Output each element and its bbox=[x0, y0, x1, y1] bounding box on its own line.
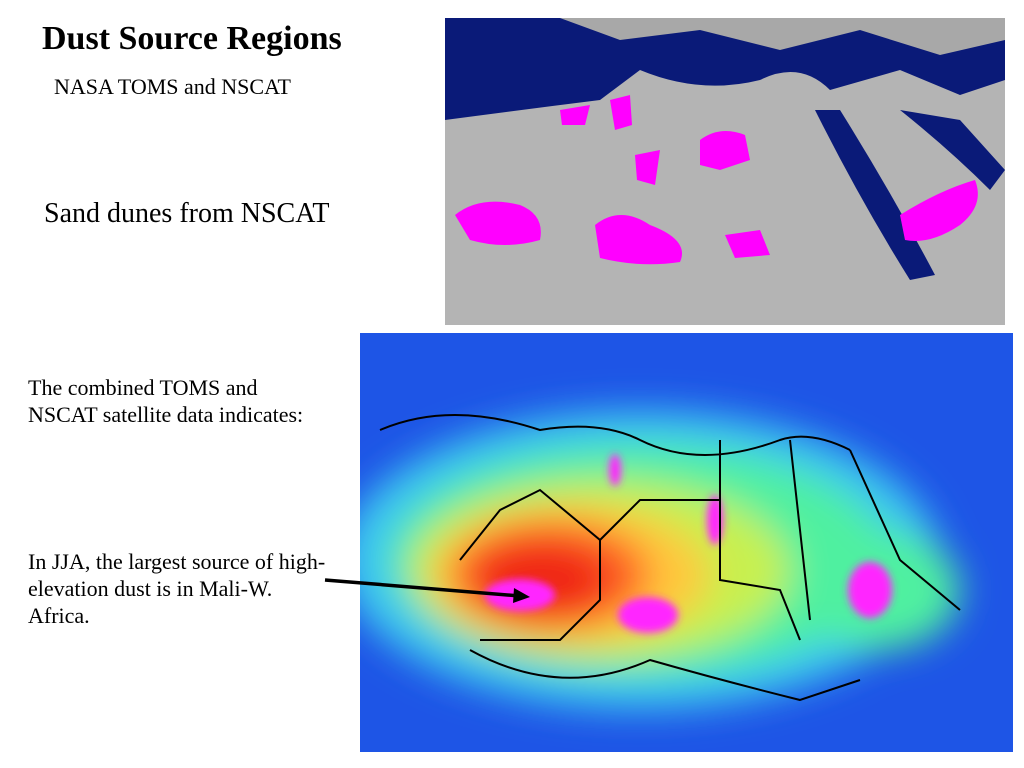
arrow bbox=[324, 578, 521, 598]
dune-map bbox=[445, 18, 1005, 325]
paragraph: In JJA, the largest source of high-eleva… bbox=[28, 549, 326, 628]
arrow-head bbox=[513, 588, 530, 603]
title: Dust Source Regions bbox=[42, 20, 342, 57]
caption: Sand dunes from NSCAT bbox=[44, 198, 330, 229]
dust-map bbox=[360, 333, 1013, 752]
subtitle: NASA TOMS and NSCAT bbox=[54, 74, 291, 99]
paragraph: The combined TOMS and NSCAT satellite da… bbox=[28, 375, 304, 427]
